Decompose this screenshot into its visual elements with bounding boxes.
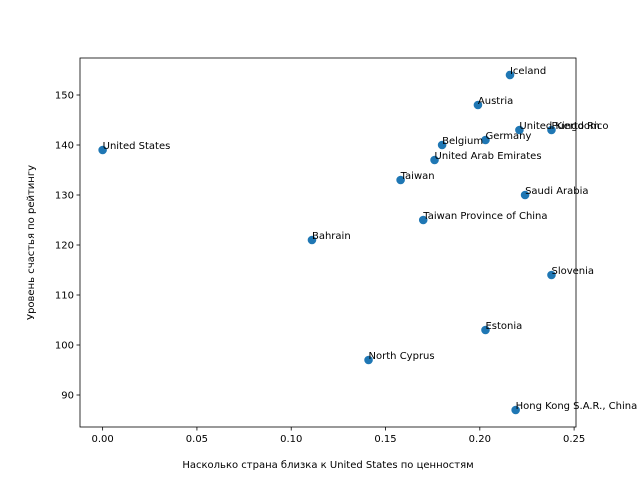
y-axis-ticks: 90 100 110 120 130 140 150 — [55, 91, 80, 402]
y-tick-label: 150 — [55, 91, 74, 102]
y-tick-label: 100 — [55, 341, 74, 352]
x-tick-label: 0.05 — [186, 434, 208, 445]
x-tick-label: 0.20 — [469, 434, 491, 445]
x-tick-label: 0.15 — [374, 434, 396, 445]
scatter-point — [473, 100, 483, 110]
scatter-point — [511, 405, 520, 415]
scatter-point — [437, 140, 447, 150]
point-labels-layer: United States Iceland Austria United Kingdo… — [103, 66, 638, 412]
point-label: Slovenia — [551, 266, 594, 277]
x-tick-label: 0.00 — [91, 434, 113, 445]
point-label: Bahrain — [312, 231, 351, 242]
scatter-point — [505, 70, 515, 80]
point-label: Saudi Arabia — [525, 186, 588, 197]
scatter-point — [520, 190, 530, 200]
y-tick-label: 90 — [61, 391, 74, 402]
point-label: Germany — [485, 131, 531, 142]
x-axis-label: Насколько страна близка к United States … — [182, 460, 473, 471]
point-label: North Cyprus — [369, 351, 435, 362]
scatter-point — [396, 175, 405, 185]
point-label: United Kingdom — [519, 121, 599, 132]
y-tick-label: 110 — [55, 291, 74, 302]
scatter-point — [481, 135, 490, 145]
y-tick-label: 130 — [55, 191, 74, 202]
scatter-point — [98, 145, 107, 155]
point-label: Taiwan Province of China — [422, 211, 547, 222]
scatter-point — [515, 125, 524, 135]
point-label: Belgium — [442, 136, 483, 147]
point-label: Austria — [478, 96, 513, 107]
y-tick-label: 140 — [55, 141, 74, 152]
point-label: Iceland — [510, 66, 546, 77]
point-label: Estonia — [485, 321, 522, 332]
scatter-point — [547, 125, 556, 135]
point-label: Puerto Rico — [551, 121, 608, 132]
scatter-point — [307, 235, 317, 245]
point-label: Hong Kong S.A.R., China — [516, 401, 638, 412]
y-axis-label: Уровень счастья по рейтингу — [26, 165, 37, 320]
y-tick-label: 120 — [55, 241, 74, 252]
x-tick-label: 0.25 — [563, 434, 585, 445]
plot-area-frame — [79, 57, 577, 428]
x-axis-ticks: 0.00 0.05 0.10 0.15 0.20 0.25 — [91, 427, 585, 445]
point-label: Taiwan — [400, 171, 435, 182]
scatter-point — [364, 355, 373, 365]
scatter-point — [547, 270, 556, 280]
x-tick-label: 0.10 — [280, 434, 302, 445]
point-label: United Arab Emirates — [435, 151, 542, 162]
scatter-point — [430, 155, 439, 165]
scatter-point — [481, 325, 490, 335]
scatter-point — [418, 215, 428, 225]
points-layer — [98, 70, 556, 415]
point-label: United States — [103, 141, 171, 152]
